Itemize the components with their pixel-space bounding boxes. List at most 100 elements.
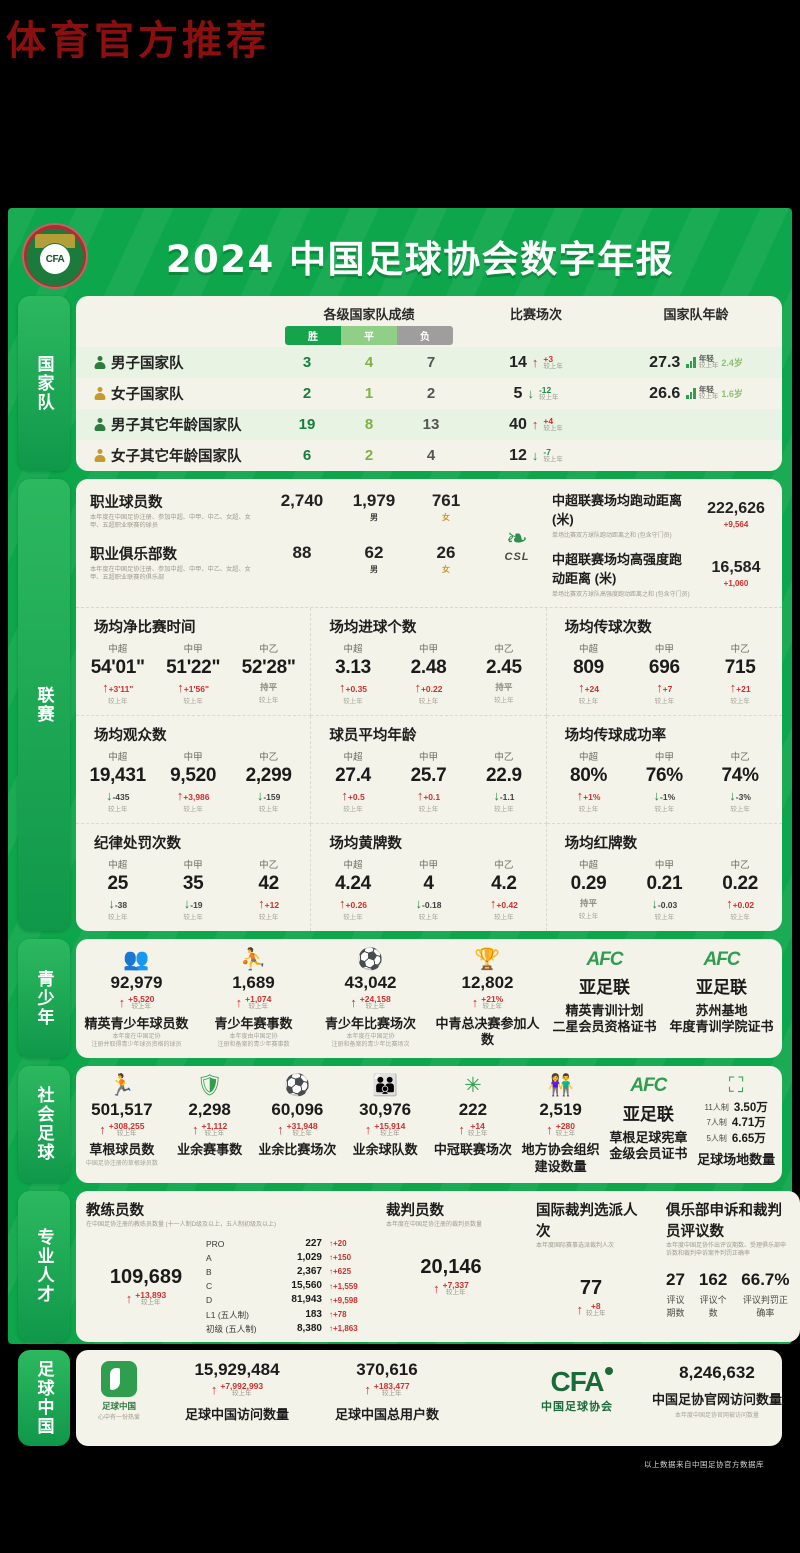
tier-delta-note: 较上年 (654, 698, 675, 705)
champions-league-icon: ✳ (464, 1074, 482, 1098)
tier-value: 0.21 (646, 873, 683, 894)
metric-tier: 中乙 0.22 ↑+0.02 较上年 (702, 857, 778, 921)
tier-value: 809 (573, 657, 604, 678)
tier-delta-note: 较上年 (107, 914, 128, 921)
tier-delta: ↓-0.03 (651, 896, 678, 911)
cfa-site-stat: 8,246,632 中国足协官网访问数量 本年度中国足协官网被访问数量 (652, 1363, 782, 1419)
level-name: B (206, 1267, 212, 1278)
appeal-item: 162 评议个数 (699, 1270, 727, 1319)
card-value: 30,976 (359, 1099, 412, 1119)
games-delta-note: 较上年 (543, 424, 563, 432)
arrow-up-icon: ↑ (125, 1291, 133, 1307)
level-delta: ↑+78 (329, 1309, 347, 1319)
stat-card: AFC 亚足联 精英青训计划 二星会员资格证书 (546, 946, 663, 1050)
tier-label: 中乙 (259, 860, 279, 871)
arrow-down-icon: ↓ (531, 448, 539, 463)
loss-value: 2 (426, 385, 436, 402)
stat-row: 职业俱乐部数 本年度在中国足协注册、参加中超、中甲、中乙、女超、女甲、五超职业联… (90, 537, 482, 589)
coach-level-row: C 15,560 ↑+1,559 (206, 1279, 366, 1293)
arrow-up-icon: ↑ (118, 995, 126, 1011)
arrow-up-icon: ↑ (191, 1121, 199, 1137)
metric-tier: 中甲 696 ↑+7 较上年 (626, 641, 702, 705)
high-intensity-value: 16,584 (711, 559, 761, 576)
visits-name: 足球中国访问数量 (184, 1406, 289, 1422)
coaches-total: 109,689 (109, 1265, 183, 1288)
arrow-up-icon: ↑ (576, 1301, 584, 1317)
card-delta: ↑ +21% 较上年 (431, 995, 544, 1011)
arrow-down-icon: ↓ (493, 788, 500, 803)
tier-value: 76% (645, 765, 683, 786)
tier-delta: ↑+3'11" (102, 680, 134, 695)
pitch-label: 11人制 (704, 1102, 729, 1112)
legend-win: 胜 (285, 326, 341, 345)
clubs-female-label: 女 (442, 564, 450, 574)
card-name: 青少年比赛场次 (324, 1015, 416, 1031)
tier-label: 中乙 (494, 860, 514, 871)
tier-value: 25.7 (410, 765, 447, 786)
tier-delta-note: 较上年 (418, 698, 439, 705)
stat-title: 中超联赛场均跑动距离 (米) (552, 493, 683, 527)
metric-tier: 中甲 0.21 ↓-0.03 较上年 (626, 857, 702, 921)
tier-delta-note: 较上年 (343, 698, 363, 705)
level-name: D (206, 1295, 213, 1306)
level-delta: ↑+9,598 (329, 1295, 358, 1305)
tier-delta-note: 较上年 (578, 806, 599, 813)
tier-delta-note: 较上年 (183, 914, 203, 921)
pitch-label: 7人制 (706, 1118, 727, 1128)
card-delta-value: +14 (470, 1120, 485, 1131)
infographic-poster: CFA 2024 中国足球协会数字年报 国家队 各级国家队成绩 胜 平 负 比赛… (8, 208, 800, 1469)
section-youth: 青少年 👥 92,979 ↑ +5,520 较上年 精英青少年球员数 本年度在中国足协 注册并… (18, 939, 782, 1058)
site-visits-desc: 本年度中国足协官网被访问数量 (674, 1413, 759, 1420)
tier-delta: ↑+0.35 (339, 680, 368, 695)
tier-label: 中甲 (654, 644, 674, 655)
person-icon (94, 387, 105, 400)
metric-card: 场均黄牌数 中超 4.24 ↑+0.26 较上年 中甲 4 ↓-0.18 较上年 中乙 4.2 ↑+0… (311, 824, 547, 931)
metric-title: 场均红牌数 (564, 836, 638, 852)
metric-title: 场均净比赛时间 (94, 620, 196, 636)
metric-title: 场均传球成功率 (564, 728, 667, 744)
league-body: 职业球员数 本年度在中国足协注册、参加中超、中甲、中乙、女超、女甲、五超职业联赛… (76, 479, 782, 931)
card-delta-note: 较上年 (248, 1002, 269, 1010)
metric-card: 球员平均年龄 中超 27.4 ↑+0.5 较上年 中甲 25.7 ↑+0.1 较上年 中乙 22.9… (311, 716, 547, 824)
metric-tier: 中超 27.4 ↑+0.5 较上年 (315, 749, 390, 813)
arrow-up-icon: ↑ (99, 1121, 106, 1137)
appeal-value: 162 (698, 1270, 728, 1290)
arrow-up-icon: ↑ (471, 995, 479, 1011)
arrow-up-icon: ↑ (656, 680, 663, 695)
stat-desc: 单场比赛双方球队高强度跑动距离之和 (包含守门员) (552, 592, 690, 598)
amateur-matches-icon: ⚽ (284, 1074, 311, 1098)
card-name: 草根足球宪章 金级会员证书 (609, 1129, 688, 1161)
level-name: L1 (五人制) (206, 1309, 249, 1320)
cfa-wordmark: CFA (551, 1367, 613, 1396)
csl-leaf-icon: ❧ (506, 523, 528, 553)
tier-delta-note: 较上年 (654, 914, 675, 921)
appeal-value: 66.7% (741, 1270, 790, 1290)
stat-card: 🏃 501,517 ↑ +308,255 较上年 草根球员数 中国足协注册的草根球员数 (78, 1073, 166, 1175)
section-tab-league: 联赛 (18, 479, 70, 931)
games-delta-note: 较上年 (543, 362, 563, 370)
tier-delta: ↑+24 (578, 680, 599, 695)
tier-label: 中超 (579, 860, 599, 871)
age-label: 年轻 (698, 354, 714, 364)
tier-label: 中超 (108, 644, 128, 655)
arrow-down-icon: ↓ (256, 788, 264, 803)
tier-delta: ↓-38 (108, 896, 128, 911)
football-china-logo-icon: 足球中国 心中有一份热爱 (76, 1361, 162, 1421)
card-delta-value: +1,112 (201, 1120, 228, 1131)
tier-delta: ↓-1% (653, 788, 676, 803)
card-delta-value: +15,914 (374, 1120, 406, 1131)
card-delta-value: +21% (481, 994, 504, 1004)
tier-delta-note: 较上年 (418, 806, 439, 813)
tier-delta: ↑+7 (656, 680, 673, 695)
stat-card: 🛡 2,298 ↑ +1,112 较上年 业余赛事数 (166, 1073, 254, 1175)
metric-card: 场均净比赛时间 中超 54'01" ↑+3'11" 较上年 中甲 51'22" ↑+1'56"… (76, 608, 312, 716)
level-delta: ↑+1,559 (329, 1281, 358, 1291)
level-value: 227 (305, 1237, 322, 1249)
card-name: 精英青少年球员数 (84, 1015, 189, 1031)
metric-tier: 中超 80% ↑+1% 较上年 (551, 749, 627, 813)
tier-delta: ↑+0.42 (489, 896, 518, 911)
tier-value: 25 (107, 873, 128, 894)
arrow-down-icon: ↓ (108, 896, 115, 911)
arrow-up-icon: ↑ (277, 1121, 284, 1137)
card-name: 精英青训计划 二星会员资格证书 (552, 1003, 657, 1035)
